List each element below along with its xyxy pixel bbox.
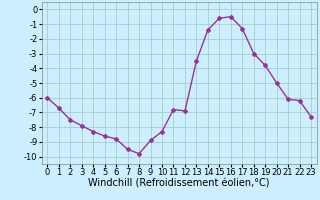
X-axis label: Windchill (Refroidissement éolien,°C): Windchill (Refroidissement éolien,°C) — [88, 179, 270, 189]
